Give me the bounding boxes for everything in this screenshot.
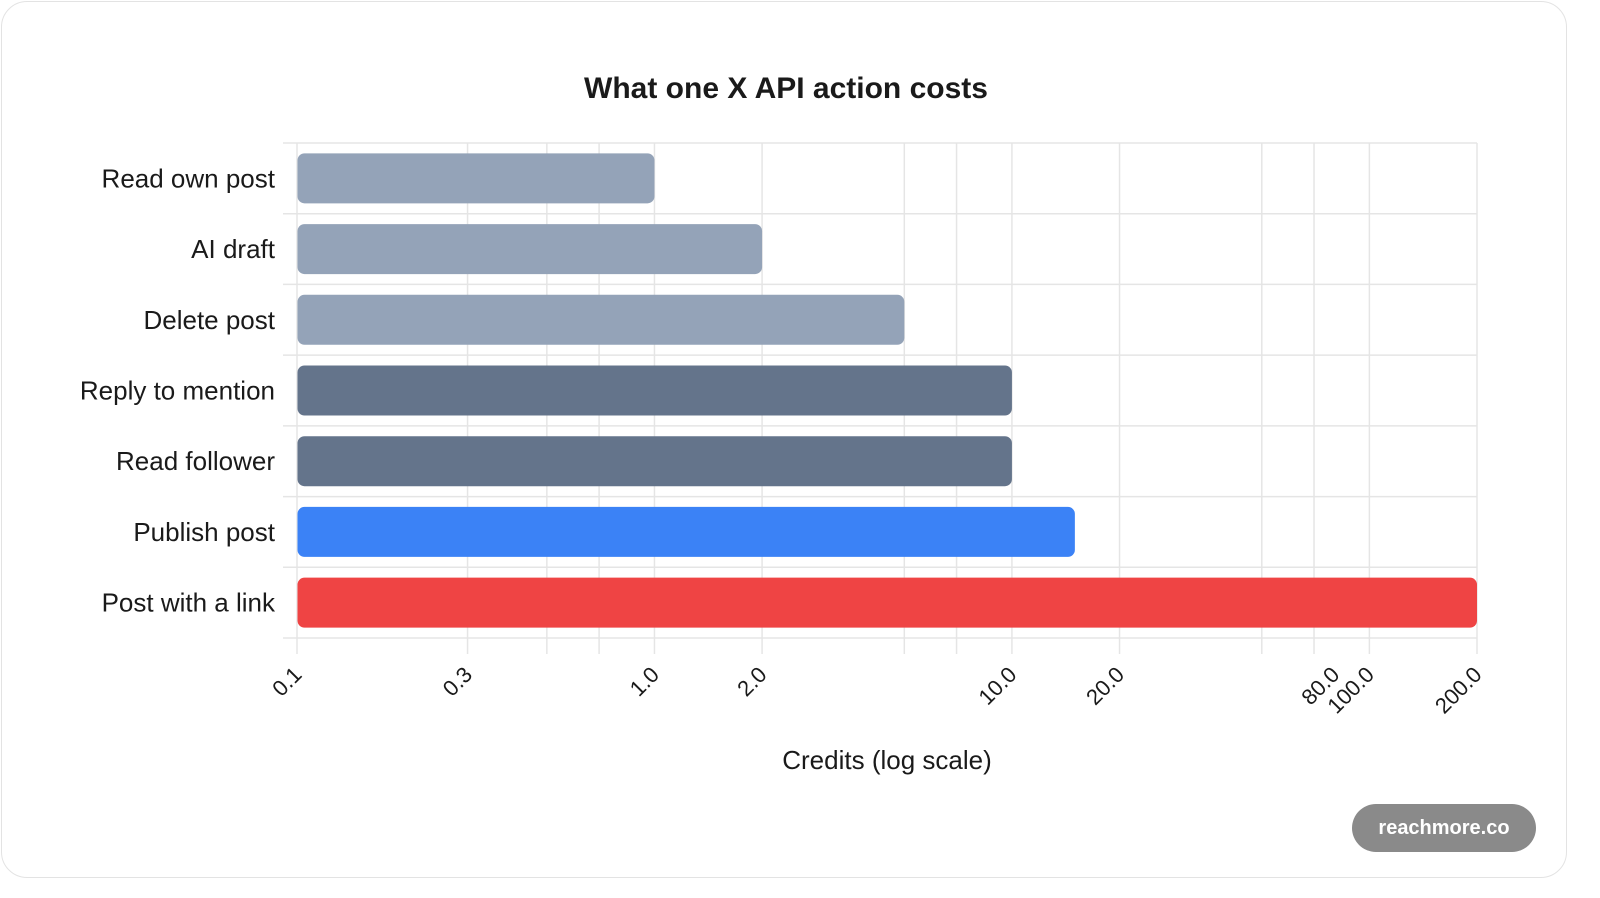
chart-title: What one X API action costs	[584, 72, 988, 105]
bar	[297, 224, 763, 275]
category-label: Post with a link	[102, 588, 276, 618]
bar	[297, 436, 1012, 487]
category-label: AI draft	[191, 234, 276, 264]
chart-card: What one X API action costs Read own pos…	[1, 1, 1567, 878]
category-label: Delete post	[143, 305, 275, 335]
x-tick-label: 0.1	[267, 662, 306, 701]
x-tick-label: 20.0	[1081, 662, 1129, 710]
category-label: Read follower	[116, 446, 275, 476]
x-tick-label: 2.0	[732, 662, 771, 701]
x-tick-label: 1.0	[625, 662, 664, 701]
x-tick-label: 200.0	[1430, 662, 1487, 719]
category-label: Read own post	[102, 163, 276, 193]
x-tick-label: 0.3	[438, 662, 477, 701]
bar	[297, 294, 905, 345]
watermark-badge: reachmore.co	[1352, 804, 1536, 852]
x-tick-label: 10.0	[974, 662, 1022, 710]
bars	[297, 153, 1477, 628]
x-axis-label: Credits (log scale)	[782, 745, 992, 775]
bar	[297, 577, 1477, 628]
category-labels: Read own post AI draft Delete post Reply to…	[80, 163, 276, 617]
bar-chart: What one X API action costs Read own pos…	[80, 72, 1487, 775]
category-label: Publish post	[133, 517, 275, 547]
bar	[297, 153, 655, 204]
category-label: Reply to mention	[80, 376, 275, 406]
bar	[297, 365, 1012, 416]
bar	[297, 506, 1075, 557]
